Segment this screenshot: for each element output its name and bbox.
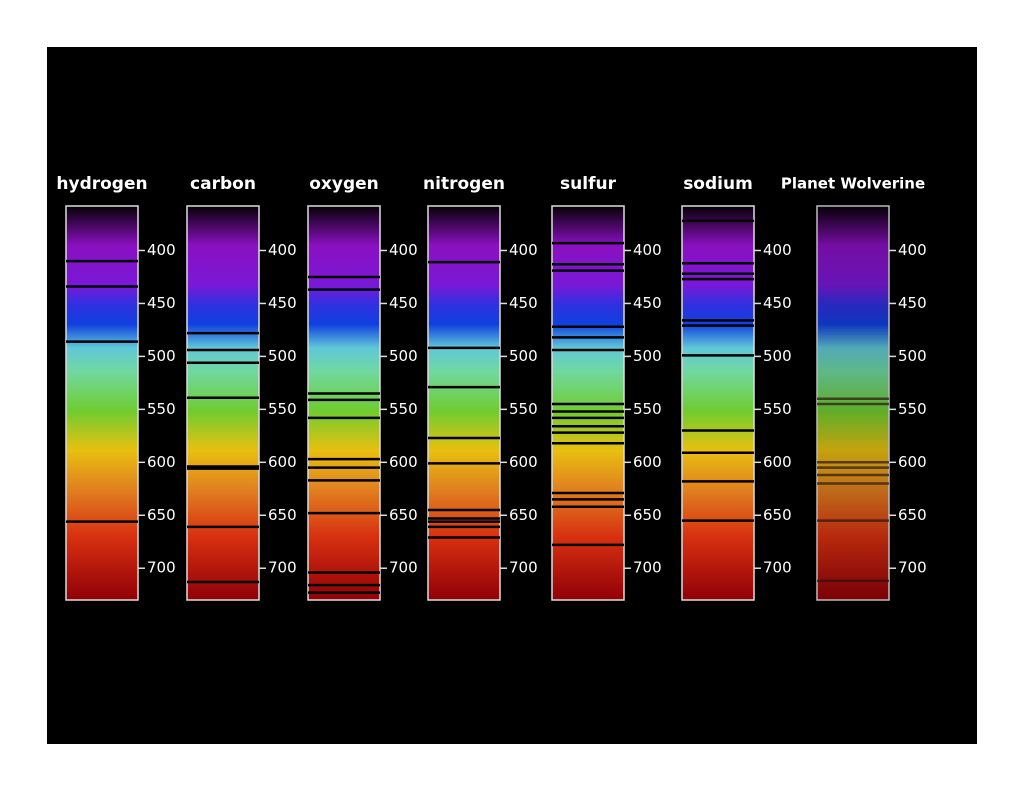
tick-label: 500: [633, 347, 662, 365]
tick-label: 550: [389, 400, 418, 418]
tick-label: 650: [633, 506, 662, 524]
spectrum-title: nitrogen: [423, 174, 505, 194]
tick-label: 700: [763, 559, 792, 577]
tick-label: 550: [268, 400, 297, 418]
tick-label: 450: [763, 294, 792, 312]
tick-label: 450: [509, 294, 538, 312]
tick-label: 450: [633, 294, 662, 312]
tick-label: 450: [147, 294, 176, 312]
spectra: hydrogen 400 450 500 550 600 650 700 carbon 400 45…: [56, 174, 927, 601]
tick-label: 500: [898, 347, 927, 365]
spectrum-title: carbon: [190, 174, 256, 194]
tick-label: 650: [389, 506, 418, 524]
tick-label: 600: [389, 453, 418, 471]
tick-label: 400: [147, 241, 176, 259]
tick-label: 700: [509, 559, 538, 577]
spectrum-title: hydrogen: [56, 174, 147, 194]
tick-label: 500: [763, 347, 792, 365]
tick-label: 450: [898, 294, 927, 312]
tick-label: 550: [898, 400, 927, 418]
tick-label: 650: [268, 506, 297, 524]
tick-label: 650: [763, 506, 792, 524]
tick-label: 550: [509, 400, 538, 418]
tick-label: 650: [898, 506, 927, 524]
tick-label: 700: [898, 559, 927, 577]
tick-label: 700: [633, 559, 662, 577]
tick-label: 550: [147, 400, 176, 418]
spectrum-title: oxygen: [309, 174, 379, 194]
tick-label: 600: [898, 453, 927, 471]
spectrum-title: Planet Wolverine: [781, 175, 925, 193]
spectrum-title: sulfur: [560, 174, 617, 194]
tick-label: 550: [633, 400, 662, 418]
tick-label: 500: [509, 347, 538, 365]
tick-label: 600: [763, 453, 792, 471]
tick-label: 600: [509, 453, 538, 471]
tick-label: 700: [147, 559, 176, 577]
tick-label: 450: [268, 294, 297, 312]
spectrum-band: [65, 205, 139, 601]
tick-label: 450: [389, 294, 418, 312]
spectrum-band: [427, 205, 501, 601]
spectrum-title: sodium: [683, 174, 753, 194]
tick-label: 600: [268, 453, 297, 471]
spectrum-band: [186, 205, 260, 601]
tick-label: 400: [268, 241, 297, 259]
tick-label: 650: [509, 506, 538, 524]
tick-label: 700: [389, 559, 418, 577]
tick-label: 500: [389, 347, 418, 365]
tick-label: 500: [268, 347, 297, 365]
tick-label: 400: [763, 241, 792, 259]
tick-label: 700: [268, 559, 297, 577]
tick-label: 400: [509, 241, 538, 259]
spectrum-band: [681, 205, 755, 601]
tick-label: 400: [633, 241, 662, 259]
tick-label: 600: [147, 453, 176, 471]
spectrum-band: [307, 205, 381, 601]
tick-label: 550: [763, 400, 792, 418]
tick-label: 650: [147, 506, 176, 524]
tick-label: 600: [633, 453, 662, 471]
tick-label: 400: [389, 241, 418, 259]
tick-label: 400: [898, 241, 927, 259]
tick-label: 500: [147, 347, 176, 365]
